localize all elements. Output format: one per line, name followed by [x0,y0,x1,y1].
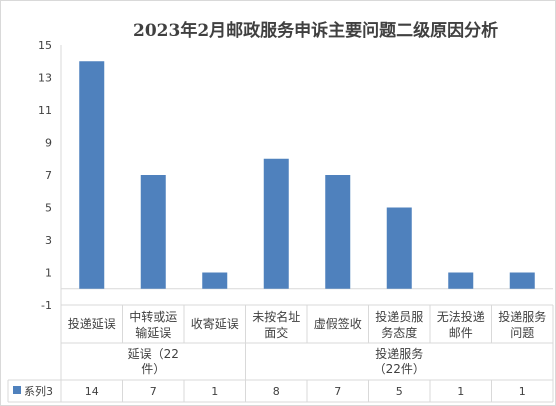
group-label: 投递服务 [375,346,423,361]
data-value: 1 [211,385,218,398]
y-tick-label: 1 [45,267,52,280]
bar [263,158,289,289]
y-tick-label: 7 [45,169,52,182]
bar [202,272,228,289]
category-label: 投递服务 [498,309,546,324]
legend-swatch [13,386,21,394]
bars-layer [79,61,535,289]
bar [386,207,412,289]
data-value: 1 [519,385,526,398]
bar [140,175,166,289]
y-tick-label: 15 [38,39,52,52]
group-label: 延误（22 [128,347,179,361]
data-value: 14 [85,385,99,398]
y-tick-label: 13 [38,72,52,85]
category-label: 面交 [264,325,288,340]
category-label: 未按名址 [252,309,300,324]
bar [509,272,535,289]
bar [79,61,105,289]
category-label: 虚假签收 [314,316,362,331]
data-value: 1 [457,385,464,398]
y-tick-label: 9 [45,137,52,150]
data-value: 5 [396,385,403,398]
y-tick-label: 3 [45,234,52,247]
y-tick-label: 11 [38,104,52,117]
category-label: 邮件 [449,326,473,340]
category-label: 无法投递 [437,309,485,324]
category-label: 投递延误 [68,316,116,331]
y-tick-label: 5 [45,202,52,215]
data-value: 7 [334,385,341,398]
data-value: 7 [150,385,157,398]
group-label: （22件） [374,362,425,376]
category-label: 务态度 [381,325,417,340]
data-value: 8 [273,385,280,398]
category-label: 收寄延误 [191,316,239,331]
category-label: 问题 [510,326,534,340]
y-tick-label: -1 [41,299,52,312]
category-label: 中转或运 [129,309,177,324]
group-label: 件） [141,362,165,376]
category-label: 输延误 [135,325,171,340]
category-label: 投递员服 [375,309,423,324]
axis-layer: 15 13 11 9 7 5 3 1 -1 [38,39,553,312]
series-name: 系列3 [24,384,53,398]
bar [448,272,474,289]
bar [325,175,351,289]
